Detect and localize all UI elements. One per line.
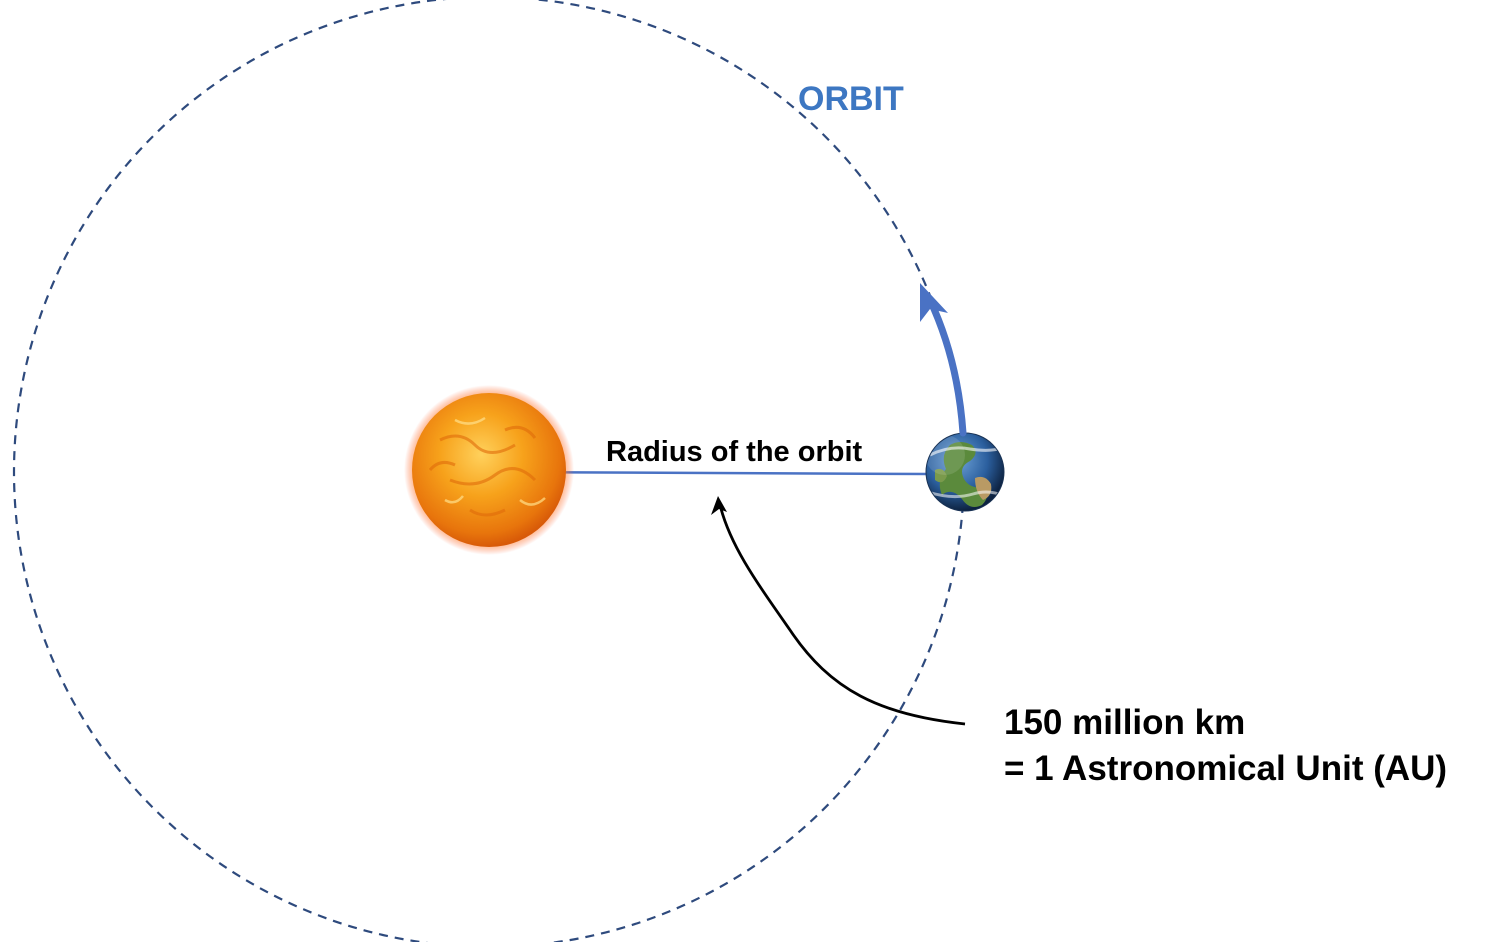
orbit-motion-arrow bbox=[926, 296, 967, 437]
orbit-motion-arrowhead bbox=[920, 283, 948, 322]
radius-label: Radius of the orbit bbox=[606, 436, 863, 468]
distance-pointer-arrowhead bbox=[711, 496, 727, 515]
distance-km-text: 150 million km bbox=[1004, 703, 1246, 742]
astronomical-unit-text: = 1 Astronomical Unit (AU) bbox=[1004, 749, 1448, 788]
orbit-label: ORBIT bbox=[798, 80, 904, 118]
earth-icon bbox=[925, 432, 1005, 512]
sun-icon bbox=[404, 385, 574, 555]
distance-pointer-arrow bbox=[718, 504, 966, 726]
distance-label: 150 million km = 1 Astronomical Unit (AU… bbox=[1004, 700, 1447, 792]
